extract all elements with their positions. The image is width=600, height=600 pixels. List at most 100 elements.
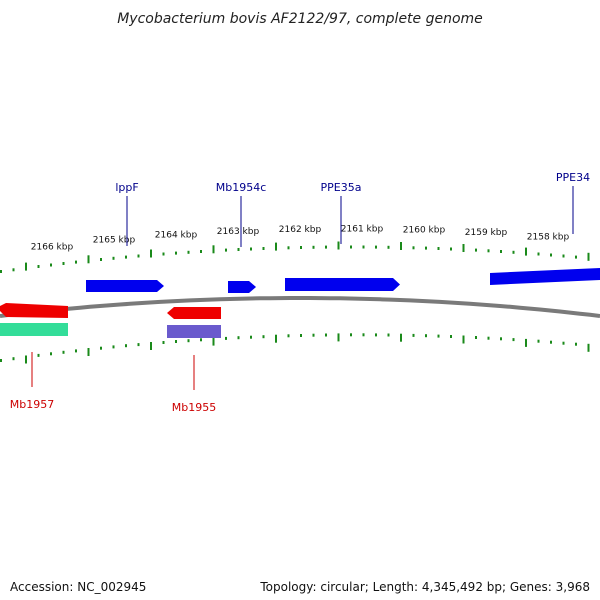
tick-mark — [425, 246, 427, 250]
tick-mark — [25, 355, 27, 364]
tick-mark — [175, 251, 177, 255]
tick-mark — [312, 333, 315, 337]
tick-mark — [37, 265, 40, 268]
tick-mark — [462, 335, 465, 344]
tick-mark — [87, 255, 90, 264]
tick-mark — [412, 246, 415, 250]
genome-summary-text: Topology: circular; Length: 4,345,492 bp… — [260, 580, 590, 594]
tick-mark — [237, 248, 240, 251]
tick-mark — [250, 335, 252, 339]
tick-mark — [537, 252, 540, 256]
forward-gene-label[interactable]: lppF — [115, 181, 138, 194]
tick-label: 2161 kbp — [341, 225, 384, 235]
tick-mark — [0, 359, 2, 362]
tick-mark — [375, 333, 377, 337]
tick-mark — [325, 333, 327, 337]
gene-mb1957[interactable] — [0, 303, 68, 318]
tick-mark — [212, 337, 215, 346]
tick-mark — [337, 241, 340, 250]
tick-mark — [125, 255, 127, 259]
reverse-gene-label[interactable]: Mb1957 — [10, 398, 54, 411]
tick-mark — [137, 343, 140, 347]
tick-mark — [187, 250, 190, 254]
tick-mark — [25, 262, 27, 271]
tick-mark — [587, 252, 590, 261]
tick-mark — [550, 340, 552, 344]
tick-label: 2160 kbp — [403, 226, 446, 236]
gene-mb1954c[interactable] — [228, 281, 256, 293]
tick-mark — [575, 342, 577, 346]
tick-mark — [462, 244, 465, 252]
tick-mark — [425, 334, 427, 338]
tick-mark — [562, 341, 565, 345]
tick-mark — [587, 343, 590, 352]
tick-mark — [475, 336, 477, 339]
top-tick-track: 2166 kbp 2165 kbp 2164 kbp 2163 kbp 2162 kbp… — [0, 225, 590, 273]
tick-mark — [200, 338, 202, 342]
tick-mark — [512, 250, 515, 254]
tick-mark — [525, 338, 527, 347]
tick-mark — [237, 336, 240, 340]
tick-mark — [37, 353, 40, 357]
tick-mark — [212, 245, 215, 254]
forward-gene-label[interactable]: Mb1954c — [216, 181, 267, 194]
forward-gene-label[interactable]: PPE35a — [321, 181, 362, 194]
tick-mark — [225, 248, 227, 252]
tick-mark — [112, 256, 115, 260]
gene-features — [0, 268, 600, 338]
feature-band — [167, 325, 221, 338]
tick-mark — [450, 335, 452, 338]
tick-mark — [362, 245, 365, 249]
tick-mark — [100, 346, 102, 350]
tick-mark — [312, 245, 315, 249]
accession-text: Accession: NC_002945 — [10, 580, 147, 594]
tick-label: 2165 kbp — [93, 236, 136, 246]
tick-mark — [87, 348, 90, 356]
tick-mark — [112, 345, 115, 349]
tick-mark — [525, 247, 527, 256]
tick-mark — [150, 249, 152, 258]
tick-mark — [162, 252, 165, 256]
tick-mark — [387, 245, 390, 249]
tick-mark — [150, 342, 152, 350]
map-title: Mycobacterium bovis AF2122/97, complete … — [117, 11, 483, 27]
tick-mark — [12, 268, 15, 272]
tick-mark — [125, 344, 127, 348]
tick-mark — [562, 254, 565, 258]
tick-mark — [500, 250, 502, 253]
tick-mark — [487, 336, 490, 340]
tick-mark — [412, 333, 415, 337]
tick-mark — [75, 349, 77, 353]
tick-mark — [225, 336, 227, 340]
gene-ppe34[interactable] — [490, 268, 600, 285]
tick-mark — [437, 334, 440, 338]
tick-mark — [537, 339, 540, 343]
gene-mb1955[interactable] — [167, 307, 221, 319]
reverse-gene-label[interactable]: Mb1955 — [172, 401, 216, 414]
tick-mark — [400, 242, 402, 250]
tick-mark — [325, 245, 327, 249]
tick-label: 2162 kbp — [279, 225, 322, 235]
tick-label: 2158 kbp — [527, 232, 570, 242]
tick-mark — [275, 334, 277, 343]
tick-mark — [0, 270, 2, 273]
tick-mark — [62, 262, 65, 265]
tick-mark — [487, 249, 490, 253]
tick-mark — [287, 246, 290, 250]
gene-labels: lppF Mb1954c PPE35a PPE34 Mb1957 Mb1955 — [10, 171, 590, 414]
gene-lppf[interactable] — [86, 280, 164, 292]
gene-ppe35a[interactable] — [285, 278, 400, 291]
tick-mark — [75, 260, 77, 264]
rna-band — [0, 323, 68, 336]
genome-backbone — [0, 296, 600, 318]
tick-mark — [100, 258, 102, 261]
forward-gene-label[interactable]: PPE34 — [556, 171, 590, 184]
bottom-tick-track — [0, 333, 590, 364]
tick-mark — [362, 333, 365, 337]
tick-label: 2164 kbp — [155, 231, 198, 241]
tick-mark — [175, 340, 177, 343]
tick-mark — [475, 248, 477, 252]
tick-mark — [300, 334, 302, 337]
